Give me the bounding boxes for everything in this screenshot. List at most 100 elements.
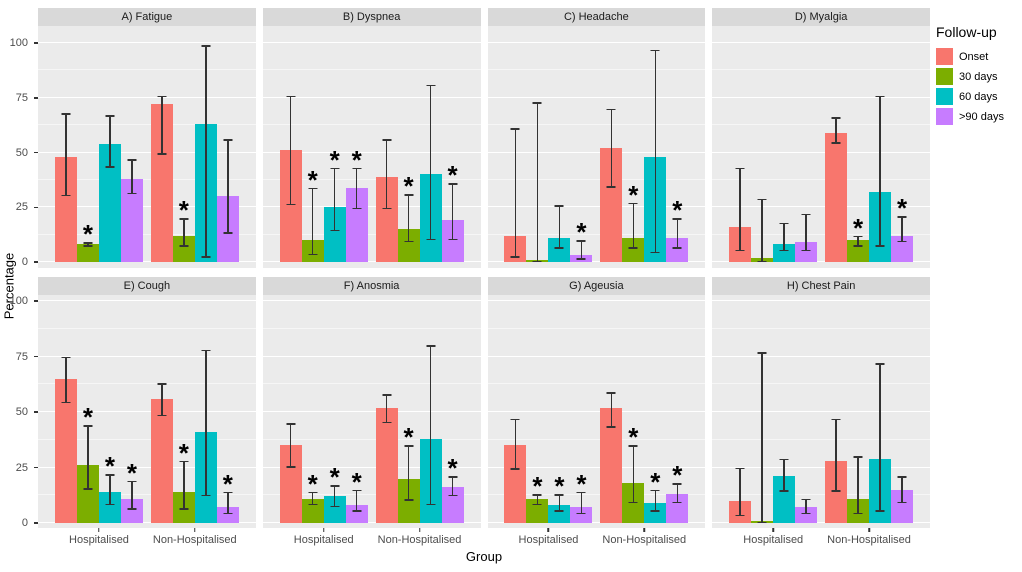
error-bar-cap-bottom bbox=[157, 414, 167, 417]
significance-asterisk: * bbox=[307, 468, 318, 499]
y-tick-mark bbox=[34, 261, 38, 263]
error-bar-cap-top bbox=[105, 115, 115, 117]
legend: Follow-up Onset 30 days 60 days >90 days bbox=[936, 24, 1022, 128]
error-bar-cap-top bbox=[897, 476, 907, 478]
error-bar-cap-bottom bbox=[352, 207, 362, 210]
error-bar bbox=[404, 194, 414, 243]
gridline-minor bbox=[262, 383, 481, 385]
error-bar-cap-bottom bbox=[831, 142, 841, 144]
gridline-major bbox=[38, 96, 256, 98]
significance-asterisk: * bbox=[104, 451, 116, 482]
error-bar-cap-top bbox=[286, 423, 296, 425]
x-tick-label: Non-Hospitalised bbox=[377, 534, 462, 546]
bar-60-days bbox=[644, 503, 667, 523]
facet-strip-label: E) Cough bbox=[38, 277, 256, 295]
facet-strip-label: B) Dyspnea bbox=[262, 8, 481, 26]
error-bar-cap-bottom bbox=[628, 501, 638, 504]
gridline-major bbox=[487, 151, 706, 153]
error-bar-cap-bottom bbox=[426, 503, 436, 506]
error-bar-cap-bottom bbox=[61, 401, 71, 404]
bar--90-days bbox=[666, 237, 689, 262]
error-bar-cap-top bbox=[897, 216, 907, 218]
error-bar bbox=[330, 167, 340, 232]
bar--90-days bbox=[891, 235, 914, 262]
legend-item: 30 days bbox=[936, 68, 1022, 85]
gridline-minor bbox=[38, 178, 256, 180]
bar-onset bbox=[825, 460, 848, 523]
error-bar-cap-bottom bbox=[831, 490, 841, 492]
legend-swatch bbox=[936, 48, 953, 65]
x-tick-mark bbox=[98, 528, 100, 532]
gridline-major bbox=[487, 522, 706, 523]
gridline-minor bbox=[38, 383, 256, 385]
gridline-major bbox=[487, 355, 706, 357]
error-bar-cap-top bbox=[404, 194, 414, 196]
error-bar-cap-top bbox=[157, 95, 167, 98]
error-bar-cap-top bbox=[831, 117, 841, 119]
error-bar-cap-top bbox=[105, 474, 115, 476]
error-bar-cap-top bbox=[201, 349, 211, 352]
facet-panel: C) Headache * * * bbox=[487, 8, 706, 268]
significance-asterisk: * bbox=[307, 164, 318, 195]
error-bar-cap-bottom bbox=[382, 207, 392, 210]
bar--90-days bbox=[120, 178, 143, 262]
facet-panel: H) Chest Pain Hospitalised Non-Hospitalise… bbox=[712, 277, 930, 546]
error-bar-cap-bottom bbox=[127, 508, 137, 510]
error-bar-cap-top bbox=[606, 392, 616, 394]
facet-plot-area: * * * bbox=[487, 26, 706, 268]
gridline-major bbox=[712, 355, 930, 357]
significance-asterisk: * bbox=[403, 171, 414, 202]
significance-asterisk: * bbox=[672, 195, 683, 226]
significance-asterisk: * bbox=[178, 437, 189, 468]
error-bar-cap-bottom bbox=[330, 505, 340, 508]
error-bar-cap-top bbox=[628, 202, 638, 205]
x-tick-mark bbox=[194, 528, 196, 532]
error-bar-cap-top bbox=[735, 167, 745, 170]
error-bar-cap-top bbox=[672, 218, 682, 220]
error-bar-cap-top bbox=[853, 456, 863, 458]
error-bar bbox=[554, 205, 564, 249]
bar-60-days bbox=[323, 496, 346, 523]
error-bar-cap-top bbox=[330, 167, 340, 170]
error-bar bbox=[286, 423, 296, 468]
error-bar-cap-top bbox=[61, 356, 71, 359]
bar-onset bbox=[54, 378, 77, 523]
error-bar-cap-bottom bbox=[554, 510, 564, 512]
error-bar bbox=[853, 235, 863, 247]
significance-asterisk: * bbox=[351, 144, 362, 175]
gridline-minor bbox=[712, 327, 930, 329]
error-bar bbox=[105, 115, 115, 168]
error-bar bbox=[532, 494, 542, 506]
legend-swatch bbox=[936, 108, 953, 125]
error-bar bbox=[105, 474, 115, 506]
gridline-major bbox=[487, 206, 706, 208]
error-bar bbox=[831, 117, 841, 144]
x-tick-label: Non-Hospitalised bbox=[827, 534, 911, 546]
error-bar-cap-bottom bbox=[576, 258, 586, 260]
y-tick-label: 25 bbox=[15, 201, 28, 214]
gridline-minor bbox=[487, 327, 706, 329]
bar-30-days bbox=[526, 498, 549, 523]
error-bar-cap-top bbox=[510, 128, 520, 130]
gridline-minor bbox=[262, 327, 481, 329]
gridline-major bbox=[712, 96, 930, 98]
error-bar-cap-bottom bbox=[286, 466, 296, 468]
x-tick-mark bbox=[643, 528, 646, 532]
facet-strip-label: A) Fatigue bbox=[38, 8, 256, 26]
error-bar bbox=[83, 242, 93, 247]
bar-cluster-hospitalised: * * * bbox=[279, 295, 368, 528]
error-bar-cap-bottom bbox=[223, 512, 233, 515]
gridline-minor bbox=[712, 69, 930, 71]
facet-panel: D) Myalgia * * bbox=[712, 8, 930, 268]
bar-onset bbox=[54, 156, 77, 262]
bar-30-days bbox=[172, 235, 195, 262]
facet-panel: G) Ageusia * * * * * * Hospitalised Non-Hospital… bbox=[487, 277, 706, 546]
gridline-major bbox=[262, 151, 481, 153]
bar-cluster-non-hospitalised bbox=[825, 295, 914, 528]
error-bar bbox=[628, 445, 638, 504]
bar--90-days bbox=[216, 507, 239, 523]
error-bar-cap-top bbox=[801, 498, 811, 501]
gridline-minor bbox=[38, 233, 256, 235]
gridline-minor bbox=[487, 438, 706, 440]
error-bar-cap-bottom bbox=[201, 494, 211, 497]
